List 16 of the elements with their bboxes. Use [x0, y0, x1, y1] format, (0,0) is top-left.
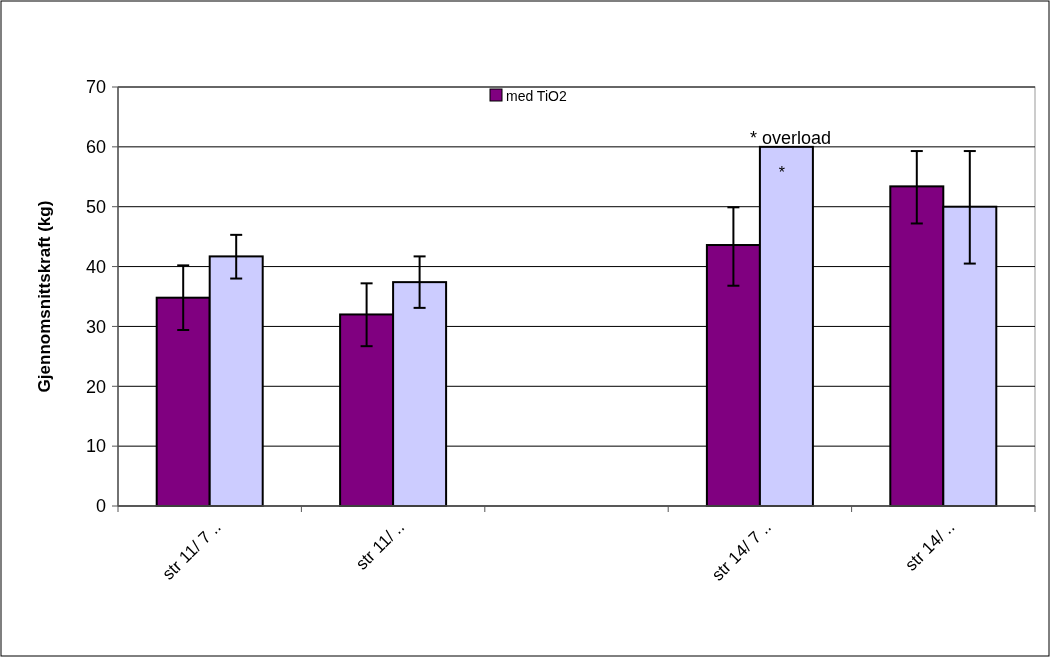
- y-tick-label: 20: [85, 376, 106, 397]
- x-tick-label: str 11/ ..: [352, 517, 409, 574]
- annotation: * overload: [749, 127, 831, 148]
- y-tick-label: 70: [85, 77, 106, 98]
- y-tick-label: 50: [85, 197, 106, 218]
- legend-label: med TiO2: [506, 87, 567, 104]
- x-tick-label: str 11/ 7 ..: [158, 517, 225, 584]
- x-tick-label: str 14/ 7 ..: [708, 517, 775, 585]
- y-tick-label: 10: [85, 436, 106, 457]
- annotation: *: [778, 163, 786, 181]
- y-axis-title: Gjennomsnittskraft (kg): [35, 200, 54, 393]
- y-tick-label: 0: [95, 496, 106, 517]
- x-tick-label: str 14/ ..: [901, 517, 959, 575]
- y-tick-label: 30: [85, 316, 106, 337]
- y-tick-label: 60: [85, 137, 106, 158]
- y-tick-label: 40: [85, 256, 106, 277]
